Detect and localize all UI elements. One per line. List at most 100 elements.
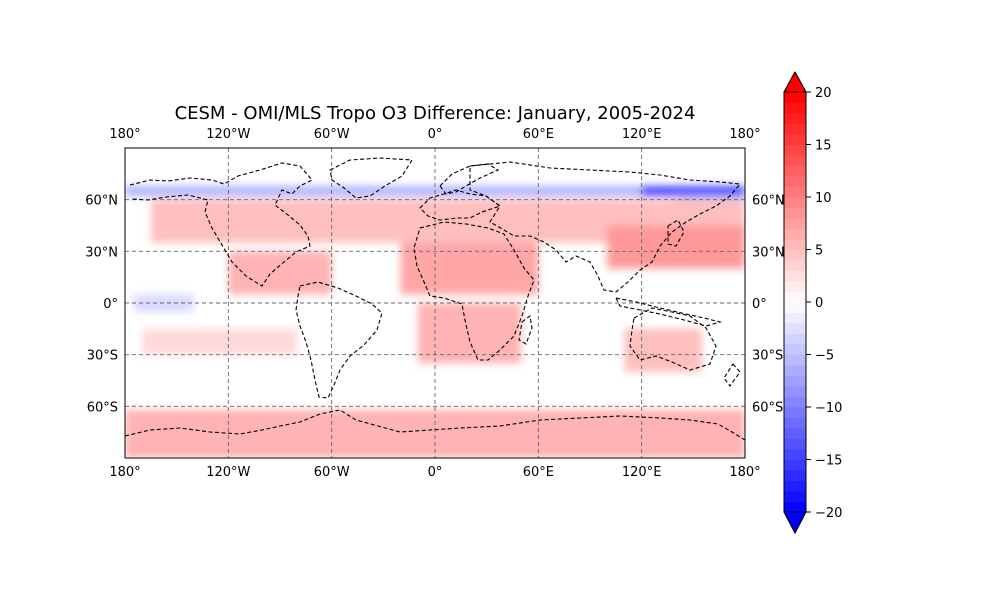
colorbar-level [784,407,806,418]
colorbar: 20 15 10 5 0 −5 −10 −15 −20 [783,71,842,535]
colorbar-level [784,155,806,166]
lon-tick-label: 180° [729,465,760,480]
colorbar-level [784,102,806,114]
lat-tick-label: 30°S [87,349,118,364]
colorbar-level [784,302,806,313]
lon-tick-label: 0° [428,465,443,480]
colorbar-tick-label: 10 [815,191,832,206]
coastline-greenland [329,157,413,199]
coastline-madagascar [518,315,533,345]
colorbar-level [784,186,806,198]
lat-tick-label: 60°N [85,194,118,209]
colorbar-tick-label: 5 [815,244,823,259]
lon-tick-label: 60°E [523,465,554,480]
colorbar-level [784,291,806,303]
colorbar-level [784,113,806,124]
lon-tick-label: 180° [729,127,760,142]
coastline-antarctica [125,409,745,441]
coastline-europe [419,189,502,221]
colorbar-level [784,92,806,103]
lat-tick-label: 30°N [85,245,118,260]
colorbar-extend-max [783,71,807,93]
coastline-scandinavia [439,163,500,195]
lat-tick-label: 30°N [752,245,785,260]
colorbar-level [784,491,806,502]
coastline-south-america [295,281,383,399]
coastline-indonesia [615,297,723,327]
colorbar-level [784,144,806,156]
colorbar-level [784,218,806,229]
colorbar-level [784,333,806,345]
coastline-north-america [129,162,313,287]
colorbar-tick-label: 0 [815,296,823,311]
lat-tick-label: 30°S [752,349,783,364]
lat-tick-label: 0° [752,297,767,312]
colorbar-level [784,501,806,513]
lon-tick-label: 60°E [523,127,554,142]
colorbar-level [784,176,806,187]
colorbar-tick-label: −20 [815,506,842,521]
colorbar-levels [784,92,806,513]
colorbar-level [784,197,806,208]
longitude-tick-labels: 180° 180° 120°W 120°W 60°W 60°W 0° 0° 60°E 60°E 12… [109,127,760,480]
map-frame [124,147,746,459]
lat-tick-label: 0° [103,297,118,312]
lon-tick-label: 0° [428,127,443,142]
graticule [125,148,745,458]
difference-band-10 [624,328,702,372]
coastline-africa [413,221,535,361]
difference-band-6 [400,242,539,295]
lon-tick-label: 120°W [206,127,250,142]
colorbar-level [784,123,806,135]
colorbar-level [784,428,806,439]
lon-tick-label: 60°W [314,127,350,142]
difference-band-9 [142,328,298,355]
colorbar-level [784,312,806,324]
lon-tick-label: 120°W [206,465,250,480]
colorbar-level [784,438,806,450]
map-panel: 180° 180° 120°W 120°W 60°W 60°W 0° 0° 60°E 60°E 12… [85,127,785,480]
colorbar-level [784,375,806,387]
lon-tick-label: 180° [109,127,140,142]
colorbar-level [784,386,806,397]
colorbar-extend-min [783,511,807,534]
colorbar-level [784,365,806,376]
colorbar-tick-label: −10 [815,401,842,416]
lon-tick-label: 60°W [314,465,350,480]
difference-band-4 [607,225,745,269]
colorbar-level [784,228,806,240]
coastline-japan [667,219,685,247]
colorbar-level [784,270,806,282]
colorbar-level [784,417,806,429]
colorbar-level [784,260,806,271]
colorbar-level [784,354,806,366]
lon-tick-label: 120°E [622,127,662,142]
lon-tick-label: 120°E [622,465,662,480]
coastline-new-zealand [723,363,741,387]
colorbar-level [784,323,806,334]
colorbar-level [784,281,806,292]
colorbar-level [784,480,806,492]
colorbar-level [784,239,806,250]
lat-tick-label: 60°N [752,194,785,209]
colorbar-level [784,249,806,261]
colorbar-tick-label: 20 [815,86,832,101]
figure-title: CESM - OMI/MLS Tropo O3 Difference: Janu… [175,103,696,124]
colorbar-level [784,165,806,177]
coastlines [125,157,745,441]
colorbar-level [784,459,806,471]
difference-band-1 [641,185,745,197]
colorbar-tick-label: −15 [815,454,842,469]
colorbar-level [784,134,806,145]
difference-band-5 [228,251,332,295]
colorbar-level [784,449,806,460]
latitude-tick-labels: 60°N 60°N 30°N 30°N 0° 0° 30°S 30°S 60°S 60°S [85,194,785,416]
colorbar-tick-label: 15 [815,139,832,154]
lat-tick-label: 60°S [87,400,118,415]
colorbar-tick-label: −5 [815,349,834,364]
lat-tick-label: 60°S [752,400,783,415]
colorbar-level [784,396,806,408]
colorbar-level [784,470,806,481]
colorbar-level [784,344,806,355]
